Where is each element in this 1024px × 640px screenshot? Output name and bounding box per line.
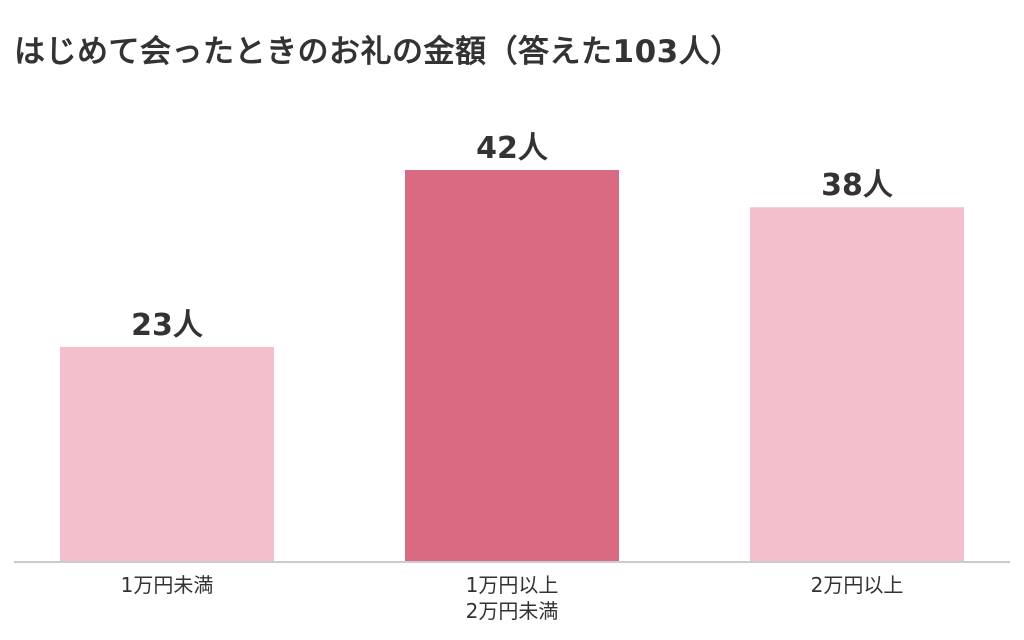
bar-value-label-1: 23人 xyxy=(131,308,203,343)
bar-value-label-3: 38人 xyxy=(821,168,893,203)
category-label-3: 2万円以上 xyxy=(811,573,904,597)
bar-2 xyxy=(405,170,619,561)
chart-title: はじめて会ったときのお礼の金額（答えた103人） xyxy=(14,34,742,70)
bar-1 xyxy=(60,346,274,561)
category-label-2: 1万円以上 2万円未満 xyxy=(466,573,559,623)
category-label-1: 1万円未満 xyxy=(121,573,214,597)
bar-3 xyxy=(750,207,964,561)
bar-value-label-2: 42人 xyxy=(476,131,548,166)
